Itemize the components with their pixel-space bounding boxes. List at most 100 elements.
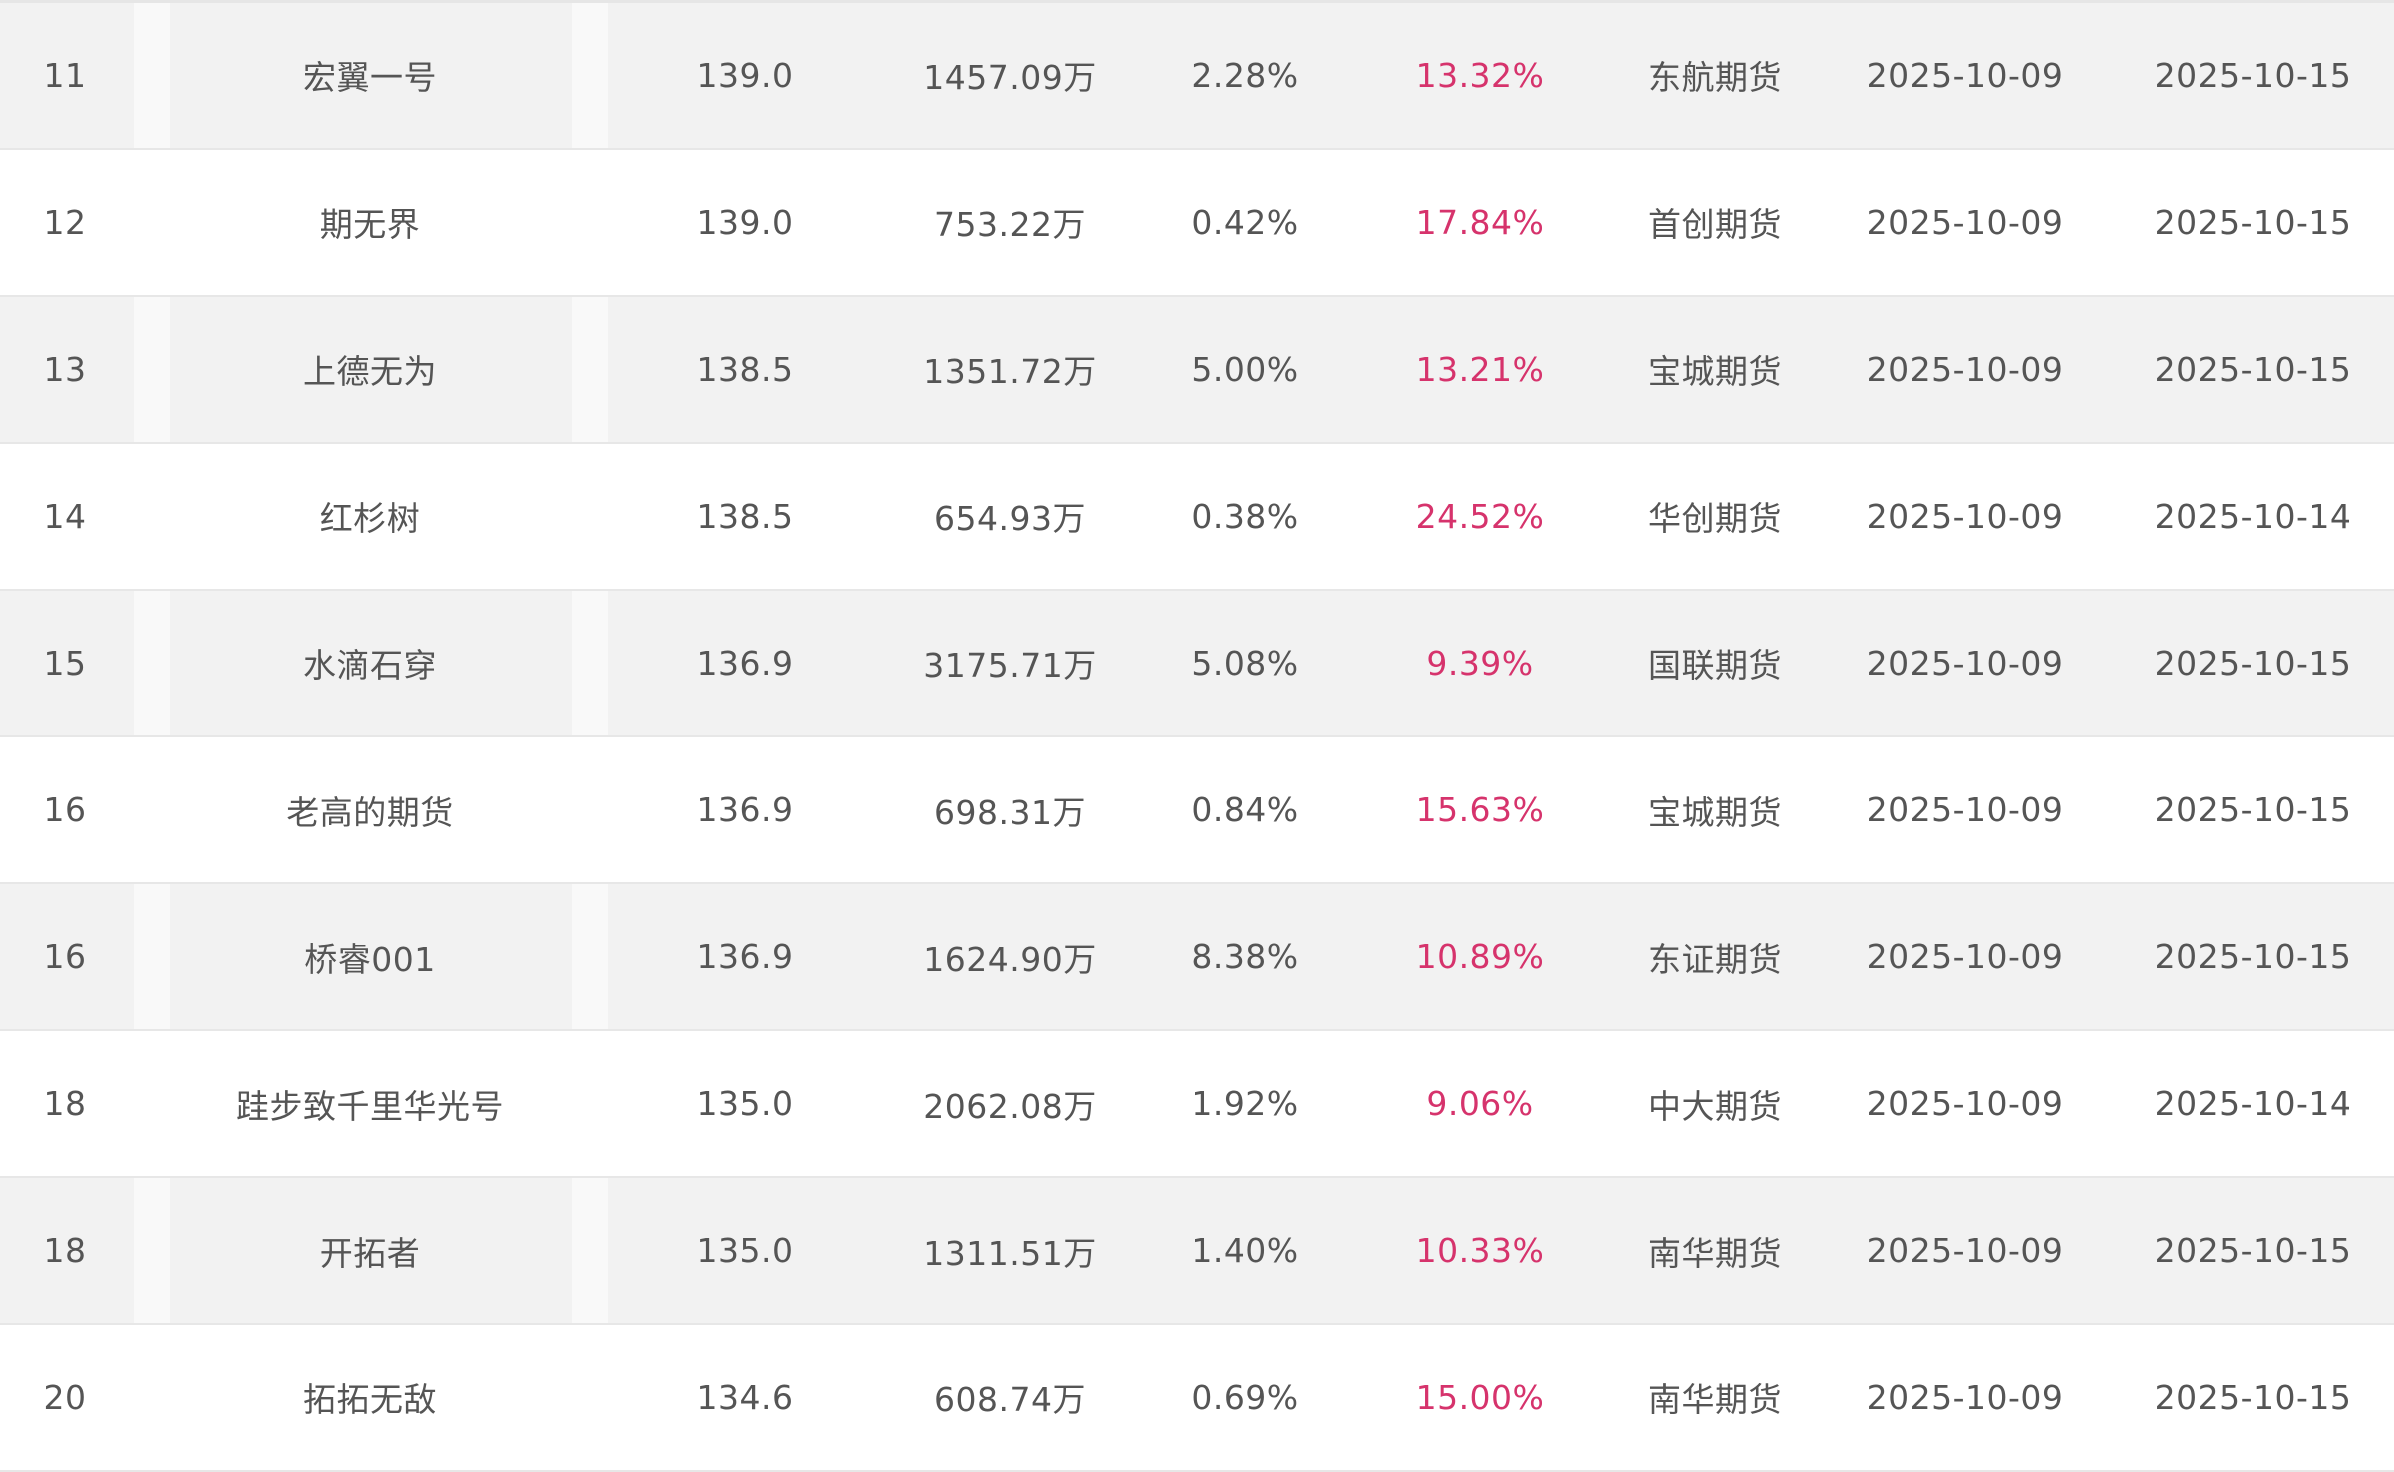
rank-cell: 18 [43, 1231, 87, 1271]
account-name-cell[interactable]: 拓拓无敌 [303, 1380, 437, 1420]
broker-cell: 南华期货 [1648, 1380, 1782, 1420]
amount-cell: 3175.71万 [923, 646, 1097, 685]
return-cell: 9.06% [1426, 1084, 1534, 1124]
column-separator [134, 1178, 170, 1324]
start-date-cell: 2025-10-09 [1866, 937, 2064, 977]
end-date-cell: 2025-10-14 [2154, 1084, 2352, 1124]
ratio-cell: 8.38% [1191, 937, 1299, 977]
score-cell: 138.5 [696, 496, 794, 536]
ratio-cell: 5.00% [1191, 349, 1299, 389]
end-date-cell: 2025-10-14 [2154, 496, 2352, 536]
ratio-cell: 0.38% [1191, 496, 1299, 536]
broker-cell: 宝城期货 [1648, 792, 1782, 832]
column-separator [134, 296, 170, 442]
broker-cell: 南华期货 [1648, 1233, 1782, 1273]
start-date-cell: 2025-10-09 [1866, 1377, 2064, 1417]
account-name-cell[interactable]: 红杉树 [319, 499, 421, 539]
return-cell: 17.84% [1415, 202, 1545, 242]
return-cell: 13.21% [1415, 349, 1545, 389]
return-cell: 24.52% [1415, 496, 1545, 536]
ratio-cell: 5.08% [1191, 643, 1299, 683]
rank-cell: 15 [43, 643, 87, 683]
account-name-cell[interactable]: 老高的期货 [286, 792, 454, 832]
broker-cell: 首创期货 [1648, 205, 1782, 245]
start-date-cell: 2025-10-09 [1866, 202, 2064, 242]
table-row[interactable]: 18 开拓者 135.0 1311.51万 1.40% 10.33% 南华期货 … [0, 1178, 2394, 1326]
column-separator [572, 884, 608, 1030]
amount-cell: 1457.09万 [923, 58, 1097, 98]
start-date-cell: 2025-10-09 [1866, 1084, 2064, 1124]
account-name-cell[interactable]: 期无界 [319, 205, 421, 245]
amount-cell: 1351.72万 [923, 352, 1097, 392]
amount-cell: 1624.90万 [923, 939, 1097, 979]
column-separator [572, 1178, 608, 1324]
end-date-cell: 2025-10-15 [2154, 643, 2352, 683]
rank-cell: 14 [43, 496, 87, 536]
amount-cell: 698.31万 [934, 792, 1086, 832]
column-separator [134, 884, 170, 1030]
end-date-cell: 2025-10-15 [2154, 1377, 2352, 1417]
rank-cell: 16 [43, 937, 87, 977]
column-separator [134, 3, 170, 148]
return-cell: 9.39% [1426, 643, 1534, 683]
table-row[interactable]: 11 宏翼一号 139.0 1457.09万 2.28% 13.32% 东航期货… [0, 3, 2394, 150]
account-name-cell[interactable]: 宏翼一号 [303, 58, 437, 98]
end-date-cell: 2025-10-15 [2154, 202, 2352, 242]
start-date-cell: 2025-10-09 [1866, 349, 2064, 389]
table-row[interactable]: 12 期无界 139.0 753.22万 0.42% 17.84% 首创期货 2… [0, 149, 2394, 297]
account-name-cell[interactable]: 开拓者 [319, 1233, 421, 1273]
amount-cell: 753.22万 [934, 205, 1086, 245]
account-name-cell[interactable]: 上德无为 [303, 352, 437, 392]
ratio-cell: 1.92% [1191, 1084, 1299, 1124]
score-cell: 136.9 [696, 937, 794, 977]
start-date-cell: 2025-10-09 [1866, 643, 2064, 683]
ratio-cell: 2.28% [1191, 55, 1299, 95]
column-separator [572, 3, 608, 148]
amount-cell: 2062.08万 [923, 1086, 1097, 1126]
end-date-cell: 2025-10-15 [2154, 55, 2352, 95]
broker-cell: 国联期货 [1648, 646, 1782, 685]
column-separator [572, 296, 608, 442]
return-cell: 15.63% [1415, 790, 1545, 830]
ratio-cell: 0.84% [1191, 790, 1299, 830]
amount-cell: 654.93万 [934, 499, 1086, 539]
account-name-cell[interactable]: 跬步致千里华光号 [236, 1086, 504, 1126]
rank-cell: 18 [43, 1084, 87, 1124]
broker-cell: 华创期货 [1648, 499, 1782, 539]
broker-cell: 东证期货 [1648, 939, 1782, 979]
amount-cell: 608.74万 [934, 1380, 1086, 1420]
table-row[interactable]: 13 上德无为 138.5 1351.72万 5.00% 13.21% 宝城期货… [0, 296, 2394, 444]
score-cell: 134.6 [696, 1377, 794, 1417]
table-row[interactable]: 16 桥睿001 136.9 1624.90万 8.38% 10.89% 东证期… [0, 884, 2394, 1032]
start-date-cell: 2025-10-09 [1866, 790, 2064, 830]
score-cell: 138.5 [696, 349, 794, 389]
end-date-cell: 2025-10-15 [2154, 349, 2352, 389]
ratio-cell: 0.42% [1191, 202, 1299, 242]
rank-cell: 11 [43, 55, 87, 95]
table-row[interactable]: 14 红杉树 138.5 654.93万 0.38% 24.52% 华创期货 2… [0, 443, 2394, 591]
ratio-cell: 1.40% [1191, 1231, 1299, 1271]
return-cell: 10.33% [1415, 1231, 1545, 1271]
start-date-cell: 2025-10-09 [1866, 55, 2064, 95]
score-cell: 139.0 [696, 202, 794, 242]
account-name-cell[interactable]: 桥睿001 [304, 939, 436, 979]
end-date-cell: 2025-10-15 [2154, 1231, 2352, 1271]
return-cell: 10.89% [1415, 937, 1545, 977]
score-cell: 136.9 [696, 643, 794, 683]
score-cell: 139.0 [696, 55, 794, 95]
column-separator [134, 590, 170, 736]
account-name-cell[interactable]: 水滴石穿 [303, 646, 437, 685]
ratio-cell: 0.69% [1191, 1377, 1299, 1417]
broker-cell: 中大期货 [1648, 1086, 1782, 1126]
rank-cell: 20 [43, 1377, 87, 1417]
start-date-cell: 2025-10-09 [1866, 1231, 2064, 1271]
score-cell: 136.9 [696, 790, 794, 830]
return-cell: 13.32% [1415, 55, 1545, 95]
table-row[interactable]: 20 拓拓无敌 134.6 608.74万 0.69% 15.00% 南华期货 … [0, 1325, 2394, 1472]
start-date-cell: 2025-10-09 [1866, 496, 2064, 536]
end-date-cell: 2025-10-15 [2154, 937, 2352, 977]
table-row[interactable]: 18 跬步致千里华光号 135.0 2062.08万 1.92% 9.06% 中… [0, 1031, 2394, 1179]
table-row[interactable]: 16 老高的期货 136.9 698.31万 0.84% 15.63% 宝城期货… [0, 737, 2394, 885]
table-row[interactable]: 15 水滴石穿 136.9 3175.71万 5.08% 9.39% 国联期货 … [0, 590, 2394, 738]
